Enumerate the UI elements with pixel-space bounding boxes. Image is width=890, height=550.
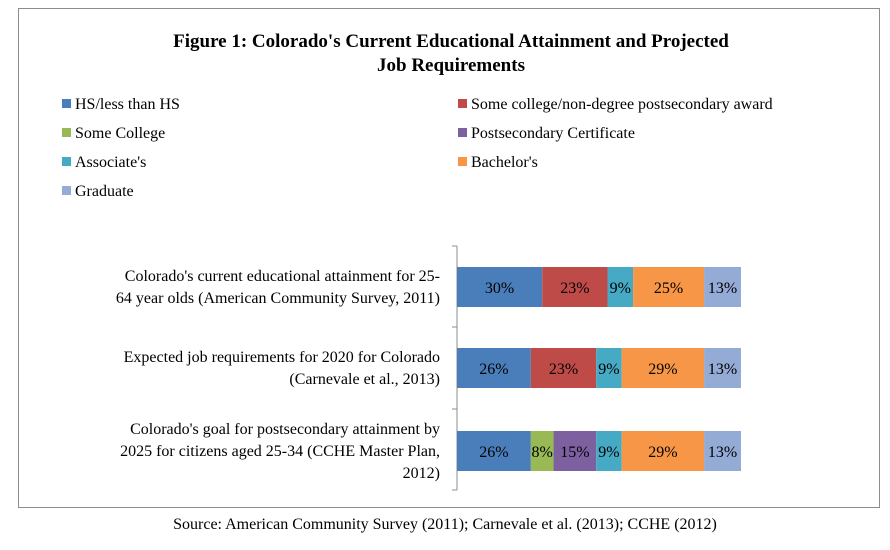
chart-title-line-2: Job Requirements [377,55,525,76]
data-label-1-bachelor-s: 25% [654,280,683,297]
category-axis [452,245,458,491]
bar-segment-2-hs-less-than-hs [457,348,531,388]
legend-label-some-college: Some College [75,125,165,142]
bar-segment-1-bachelor-s [633,267,705,307]
category-label-2-line-1: Expected job requirements for 2020 for C… [124,349,440,366]
category-label-3-line-2: 2025 for citizens aged 25-34 (CCHE Maste… [120,443,440,460]
legend-swatch-postsecondary-certificate [458,128,467,137]
data-label-3-associate-s: 9% [598,444,619,461]
bar-segment-2-associate-s [596,348,622,388]
category-label-3-line-3: 2012) [403,465,440,482]
legend-swatch-graduate [62,186,71,195]
bar-segment-3-hs-less-than-hs [457,431,531,471]
bar-segment-3-associate-s [596,431,622,471]
category-label-1-line-2: 64 year olds (American Community Survey,… [116,290,440,307]
data-label-2-some-college-non-degree-postsecondary-award: 23% [549,361,578,378]
data-label-2-hs-less-than-hs: 26% [479,361,508,378]
legend-swatch-bachelor-s [458,157,467,166]
category-label-2-line-2: (Carnevale et al., 2013) [289,371,440,388]
data-label-3-postsecondary-certificate: 15% [560,444,589,461]
legend-label-bachelor-s: Bachelor's [471,154,538,171]
legend-label-postsecondary-certificate: Postsecondary Certificate [471,125,635,142]
source-note: Source: American Community Survey (2011)… [173,516,717,533]
bar-segment-2-graduate [704,348,741,388]
data-label-1-hs-less-than-hs: 30% [485,280,514,297]
data-label-3-some-college: 8% [532,444,553,461]
legend-label-associate-s: Associate's [75,154,146,171]
legend-swatch-hs-less-than-hs [62,99,71,108]
legend-label-graduate: Graduate [75,183,134,200]
legend-label-hs-less-than-hs: HS/less than HS [75,96,180,113]
chart-frame [18,8,880,508]
data-label-1-graduate: 13% [708,280,737,297]
data-label-3-hs-less-than-hs: 26% [479,444,508,461]
bar-segment-1-hs-less-than-hs [457,267,543,307]
category-label-3-line-1: Colorado's goal for postsecondary attain… [130,421,440,438]
category-labels: Colorado's current educational attainmen… [116,268,440,482]
bar-segment-3-bachelor-s [621,431,705,471]
legend-label-some-college-non-degree-postsecondary-award: Some college/non-degree postsecondary aw… [471,96,773,113]
bar-segment-3-some-college [530,431,554,471]
data-label-2-graduate: 13% [708,361,737,378]
legend-swatch-some-college [62,128,71,137]
bar-segment-1-associate-s [607,267,634,307]
category-label-1-line-1: Colorado's current educational attainmen… [125,268,440,285]
chart-title: Figure 1: Colorado's Current Educational… [173,31,729,76]
chart-title-line-1: Figure 1: Colorado's Current Educational… [173,31,729,52]
bar-segment-3-graduate [704,431,741,471]
data-label-3-graduate: 13% [708,444,737,461]
chart-legend: HS/less than HS Some college/non-degree p… [62,96,773,200]
data-label-2-bachelor-s: 29% [648,361,677,378]
data-label-3-bachelor-s: 29% [648,444,677,461]
legend-swatch-some-college-non-degree-postsecondary-award [458,99,467,108]
bar-segments: 30% 23% 9% 25% 13% 26% 23% 9% 29% 13% 26% 8% 15% 9% 29… [457,267,741,471]
bar-segment-3-postsecondary-certificate [553,431,597,471]
legend-swatch-associate-s [62,157,71,166]
data-label-1-some-college-non-degree-postsecondary-award: 23% [560,280,589,297]
data-label-1-associate-s: 9% [610,280,631,297]
bar-segment-2-bachelor-s [621,348,705,388]
bar-segment-1-some-college-non-degree-postsecondary-award [542,267,608,307]
bar-segment-1-graduate [704,267,741,307]
bar-segment-2-some-college-non-degree-postsecondary-award [530,348,597,388]
data-label-2-associate-s: 9% [598,361,619,378]
